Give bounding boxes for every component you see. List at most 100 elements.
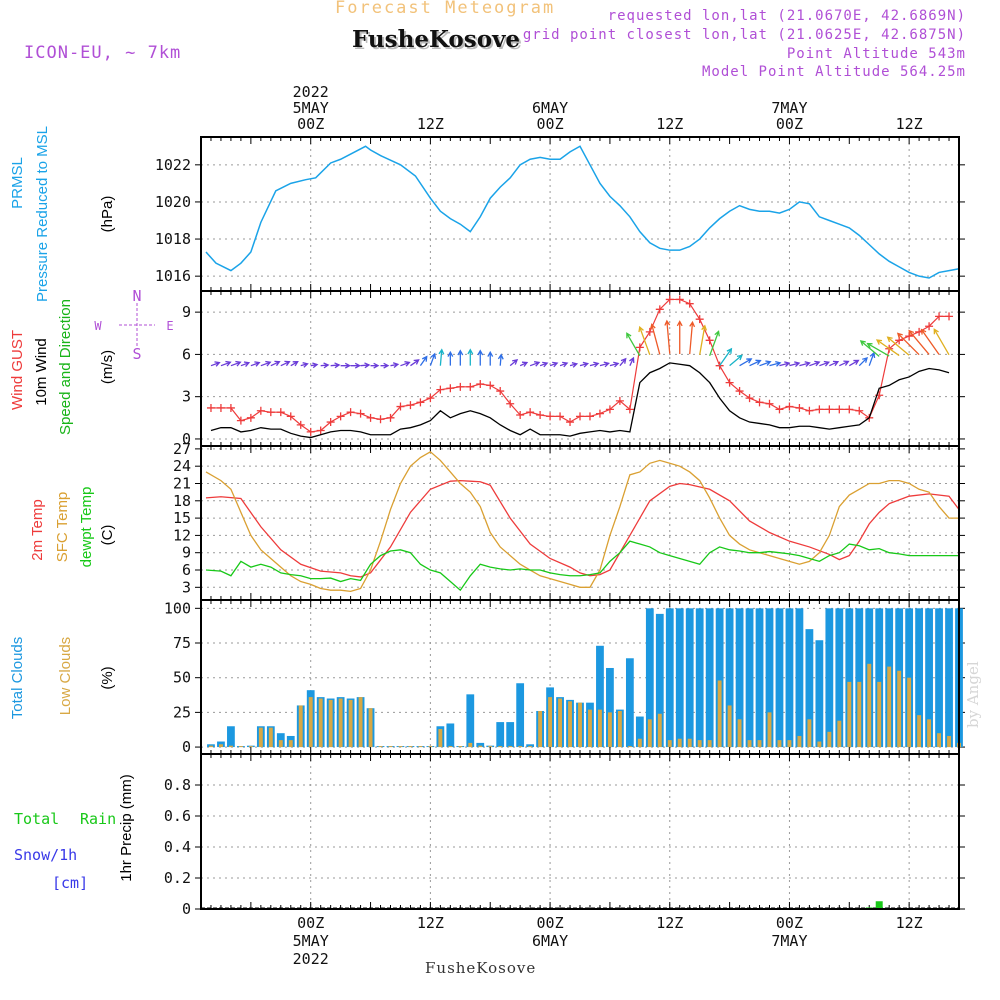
total-cloud-bar — [606, 667, 614, 748]
total-cloud-bar — [516, 683, 525, 748]
gust-marker — [615, 396, 624, 405]
low-cloud-bar — [258, 727, 263, 748]
wind-direction-arrow — [809, 360, 821, 367]
gust-marker — [755, 398, 764, 407]
wind-10m-label: 10m Wind — [33, 338, 50, 406]
total-cloud-bar — [845, 608, 854, 748]
location-title: FusheKosove — [352, 26, 521, 53]
total-cloud-bar — [725, 608, 734, 748]
low-clouds-label: Low Clouds — [57, 637, 74, 715]
compass-east: E — [166, 319, 173, 333]
y-tick-label: 1022 — [155, 156, 191, 174]
low-cloud-bar — [777, 740, 782, 748]
low-cloud-bar — [318, 698, 323, 748]
low-cloud-bar — [867, 663, 872, 748]
gust-marker — [566, 418, 575, 427]
gust-marker — [556, 412, 565, 421]
gust-marker — [576, 412, 584, 421]
y-tick-label: 0 — [182, 430, 191, 448]
total-cloud-bar — [945, 608, 953, 748]
gust-marker — [925, 322, 934, 331]
y-tick-label: 25 — [173, 703, 191, 721]
low-cloud-bar — [677, 738, 682, 748]
low-cloud-bar — [707, 740, 712, 748]
gust-marker — [246, 413, 255, 422]
low-cloud-bar — [538, 710, 543, 748]
gust-marker — [216, 403, 225, 412]
low-cloud-bar — [568, 701, 572, 748]
low-cloud-bar — [827, 731, 832, 748]
total-cloud-bar — [835, 608, 844, 748]
low-cloud-bar — [358, 697, 363, 748]
wind-direction-arrow — [509, 359, 519, 367]
low-cloud-bar — [448, 746, 453, 748]
compass-north: N — [132, 287, 141, 305]
gust-marker — [665, 295, 674, 304]
gust-marker — [306, 427, 315, 436]
low-cloud-bar — [548, 697, 553, 748]
snow-unit-label: [cm] — [52, 874, 88, 892]
gust-marker — [206, 403, 215, 412]
wind-direction-arrow — [429, 352, 437, 366]
gust-marker — [426, 394, 435, 403]
wind-direction-arrow — [419, 355, 428, 367]
low-cloud-bar — [498, 746, 503, 748]
time-label-bottom: 7MAY — [771, 932, 807, 950]
wind-direction-arrow — [487, 350, 494, 366]
wind-direction-arrow — [933, 328, 950, 356]
gust-marker — [855, 406, 864, 415]
total-cloud-bar — [775, 608, 784, 748]
gust-marker — [466, 382, 475, 391]
wind-speed-line — [210, 362, 950, 439]
model-label: ICON-EU, ~ 7km — [24, 43, 182, 63]
low-cloud-bar — [887, 666, 892, 748]
wind-direction-arrow — [360, 362, 371, 369]
gust-marker — [406, 401, 415, 410]
low-cloud-bar — [478, 745, 483, 748]
y-tick-label: 3 — [182, 388, 191, 406]
wind-direction-arrow — [779, 361, 791, 368]
gust-marker — [625, 405, 634, 414]
y-tick-label: 0 — [182, 900, 191, 918]
gust-marker — [685, 299, 694, 308]
gust-marker — [546, 412, 555, 421]
low-cloud-bar — [787, 740, 792, 748]
low-cloud-bar — [797, 735, 802, 748]
snow-label: Snow/1h — [14, 846, 77, 864]
low-cloud-bar — [518, 746, 523, 748]
low-cloud-bar — [378, 746, 383, 748]
wind-direction-arrow — [759, 360, 772, 367]
low-cloud-bar — [767, 712, 772, 748]
wind-direction-arrow — [739, 358, 753, 367]
low-cloud-bar — [897, 670, 902, 748]
wind-direction-arrow — [310, 362, 319, 369]
wind-direction-arrow — [875, 339, 900, 357]
meteogram-title: Forecast Meteogram — [335, 0, 556, 18]
wind-direction-arrow — [569, 362, 579, 368]
total-cloud-bar — [795, 608, 804, 748]
time-label-bottom: 12Z — [417, 914, 444, 932]
rain-label: Rain — [80, 810, 116, 828]
credit-text: by Angel — [964, 661, 982, 728]
y-tick-label: 1018 — [155, 230, 191, 248]
clouds-unit-label: (%) — [99, 666, 116, 689]
wind-direction-arrow — [250, 361, 261, 367]
total-cloud-bar — [915, 608, 923, 748]
total-cloud-bar — [446, 723, 455, 748]
low-cloud-bar — [468, 742, 473, 748]
low-cloud-bar — [209, 745, 213, 748]
wind-direction-arrow — [529, 361, 541, 367]
gust-marker — [436, 385, 445, 394]
gust-marker — [775, 405, 784, 414]
gust-marker — [805, 406, 814, 415]
gust-marker — [765, 399, 774, 408]
wind-direction-arrow — [629, 356, 635, 366]
total-cloud-bar — [735, 608, 744, 748]
pressure-line — [205, 145, 960, 279]
wind-direction-arrow — [858, 356, 868, 367]
wind-direction-arrow — [549, 361, 559, 368]
y-tick-label: 0.8 — [164, 776, 191, 794]
wind-direction-arrow — [320, 362, 330, 369]
total-cloud-bar — [496, 722, 505, 748]
wind-direction-arrow — [896, 332, 920, 356]
